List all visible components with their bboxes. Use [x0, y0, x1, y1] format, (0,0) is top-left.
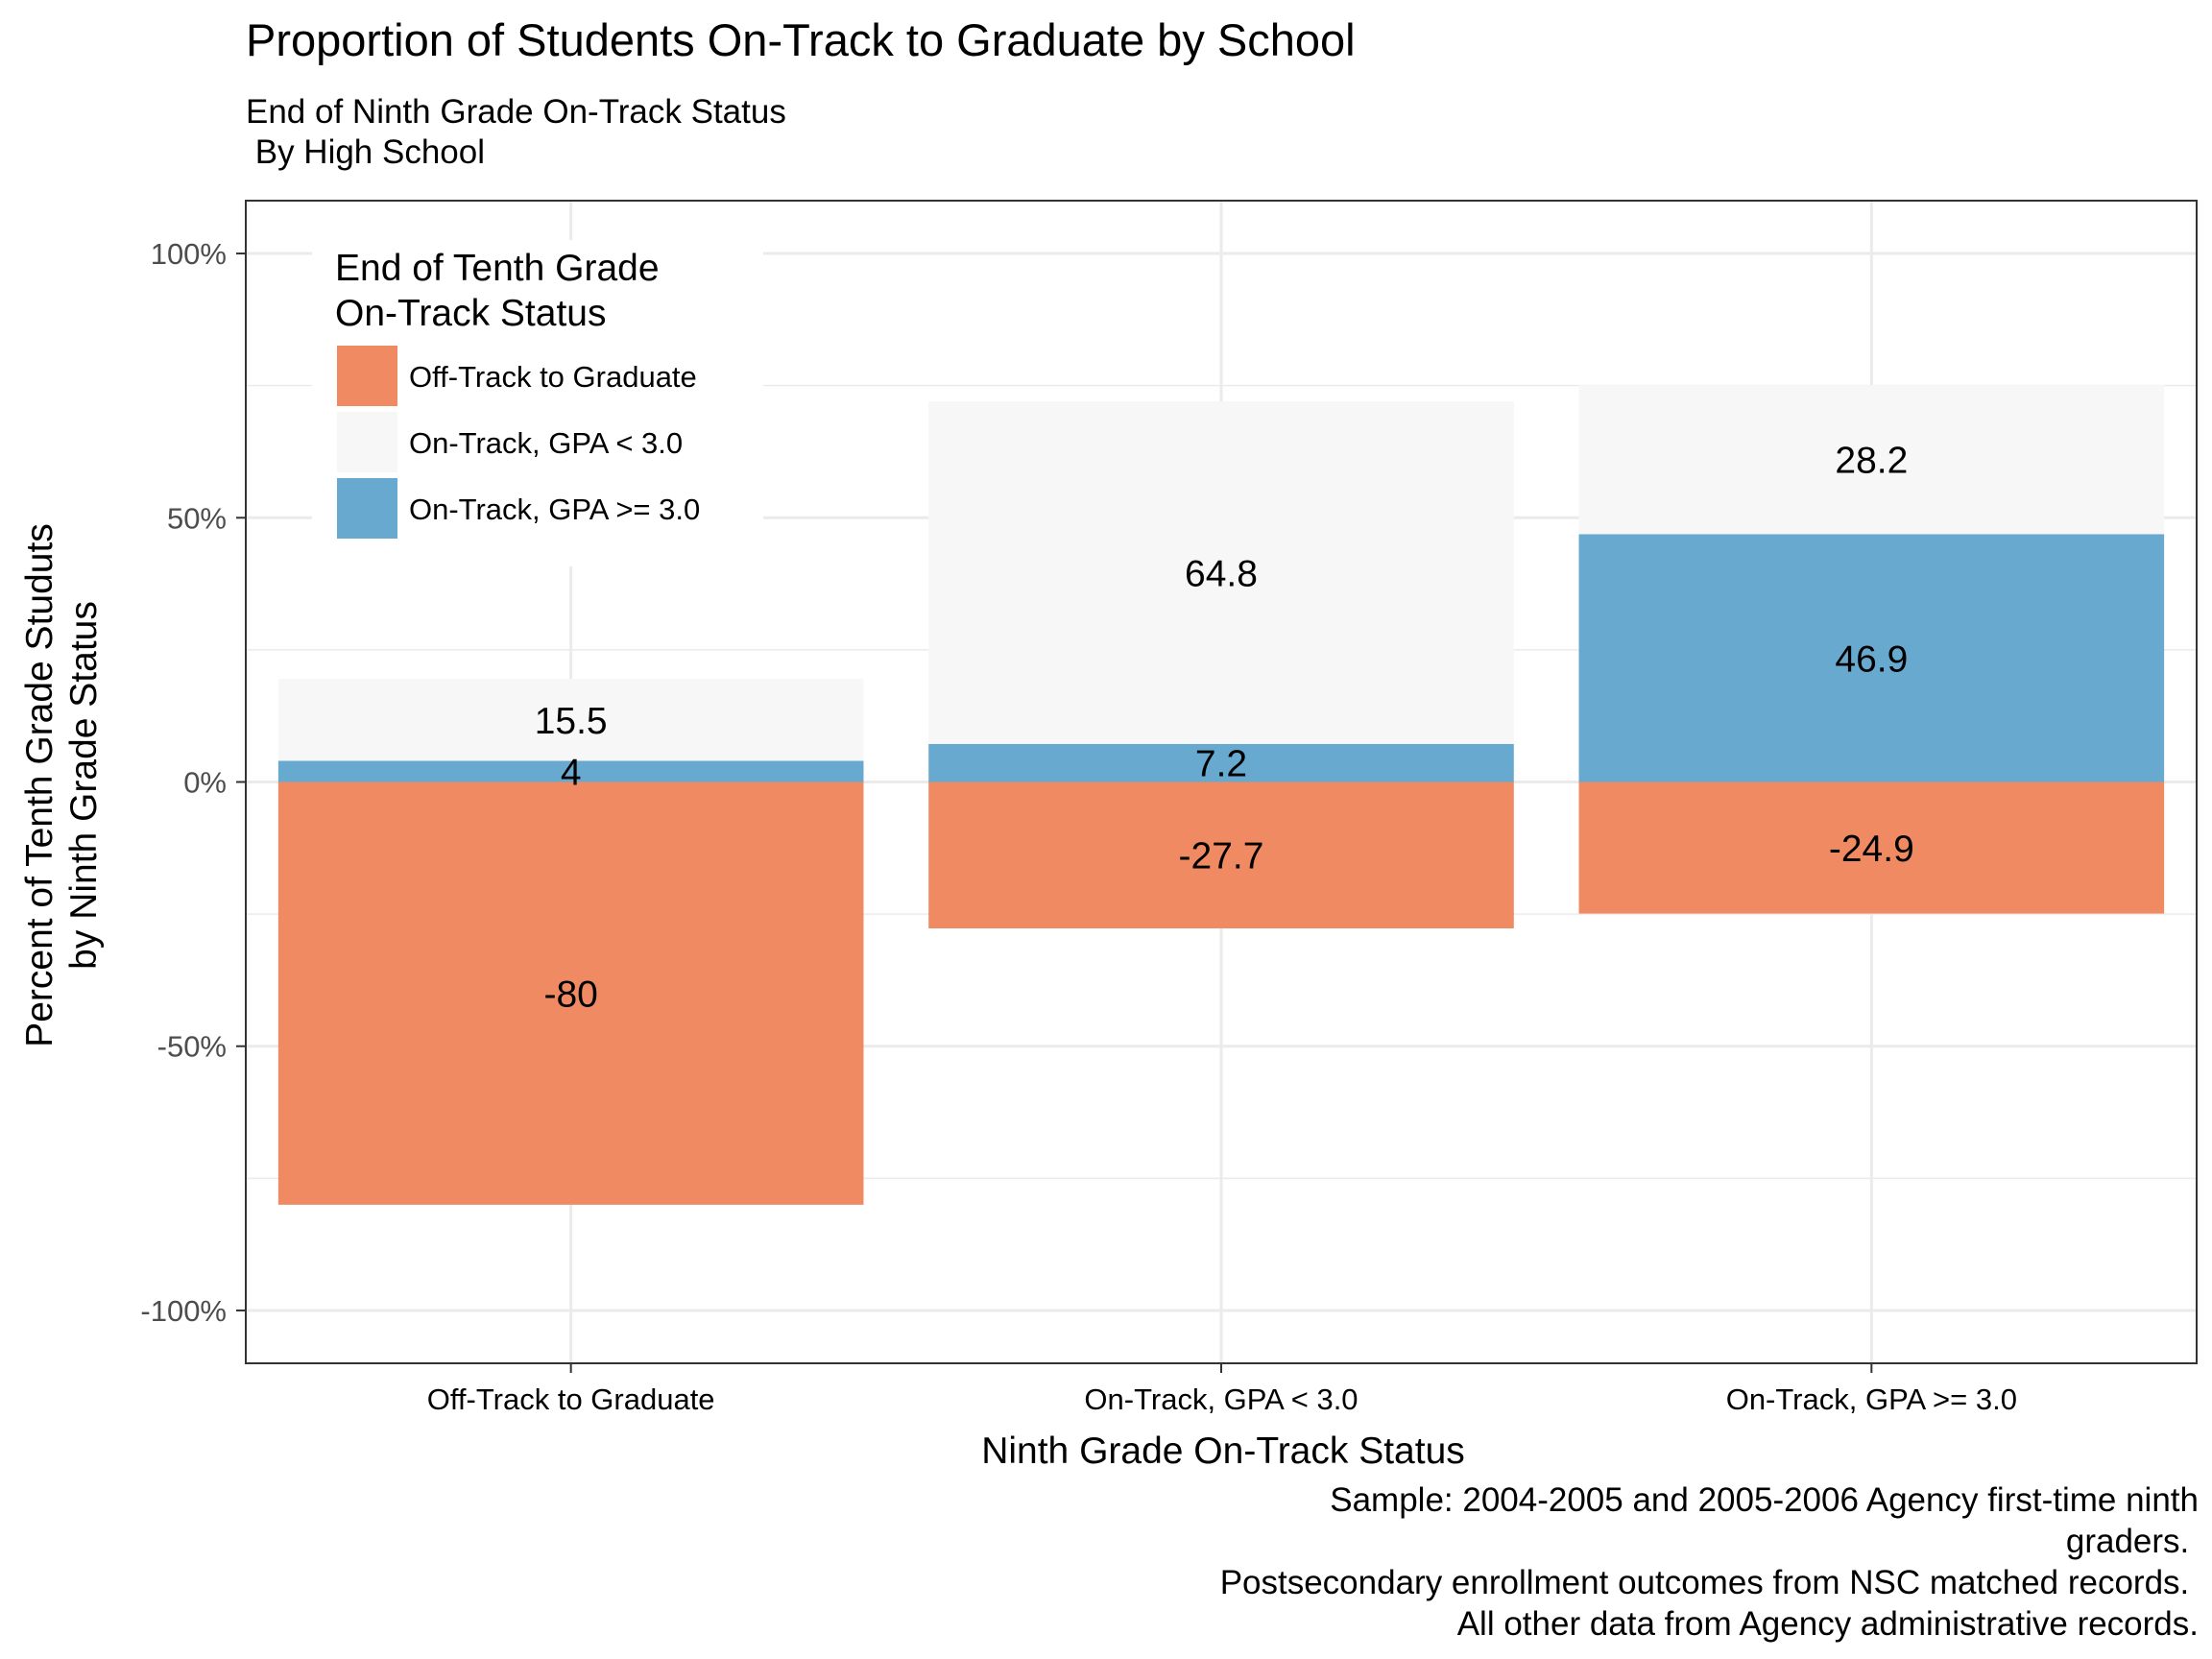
data-labels: -80 4 15.5 -27.7 7.2 64.8 -24.9 46.9 28.2 [535, 441, 1914, 1016]
bar [277, 781, 864, 1205]
chart-subtitle-line-1: End of Ninth Grade On-Track Status [246, 93, 786, 131]
bar [1578, 534, 2165, 782]
legend-label: Off-Track to Graduate [409, 360, 697, 394]
caption-line-3: Postsecondary enrollment outcomes from N… [1220, 1564, 2199, 1601]
bar [277, 679, 864, 761]
bar [928, 781, 1514, 928]
y-tick-label: 0% [183, 766, 227, 800]
data-label: 7.2 [1195, 744, 1247, 785]
data-label: -80 [543, 974, 597, 1016]
bar [1578, 385, 2165, 535]
y-axis-title-line-2: by Ninth Grade Status [63, 601, 105, 970]
data-label: 28.2 [1835, 441, 1908, 482]
legend-key [337, 478, 397, 539]
bar [928, 743, 1514, 782]
legend-title-line-2: On-Track Status [335, 293, 606, 334]
bar [1578, 781, 2165, 914]
legend-label: On-Track, GPA < 3.0 [409, 426, 683, 460]
legend-title-line-1: End of Tenth Grade [335, 248, 660, 289]
chart-subtitle-line-2: By High School [246, 133, 485, 171]
y-axis-title-line-1: Percent of Tenth Grade Studuts [19, 523, 60, 1047]
data-label: 4 [561, 752, 582, 793]
legend: End of Tenth Grade On-Track Status Off-Tr… [312, 240, 763, 566]
x-tick-label: Off-Track to Graduate [427, 1382, 715, 1416]
chart-title: Proportion of Students On-Track to Gradu… [246, 14, 1356, 65]
bar [277, 760, 864, 782]
data-label: 64.8 [1185, 554, 1258, 595]
y-tick-label: 50% [167, 501, 227, 535]
caption-line-2: graders. [2066, 1523, 2199, 1560]
y-tick-label: 100% [151, 237, 227, 271]
legend-label: On-Track, GPA >= 3.0 [409, 493, 700, 526]
legend-key [337, 412, 397, 472]
x-axis-title: Ninth Grade On-Track Status [981, 1431, 1465, 1472]
caption-line-4: All other data from Agency administrativ… [1457, 1605, 2199, 1643]
caption-line-1: Sample: 2004-2005 and 2005-2006 Agency f… [1330, 1481, 2199, 1519]
bars [277, 385, 2165, 1205]
legend-key [337, 346, 397, 406]
data-label: 46.9 [1835, 638, 1908, 680]
bar [928, 401, 1514, 744]
x-tick-label: On-Track, GPA >= 3.0 [1726, 1382, 2017, 1416]
data-label: -27.7 [1179, 836, 1264, 878]
data-label: -24.9 [1829, 829, 1914, 870]
x-tick-label: On-Track, GPA < 3.0 [1084, 1382, 1358, 1416]
y-tick-label: -100% [140, 1294, 227, 1328]
data-label: 15.5 [535, 701, 608, 742]
y-tick-label: -50% [157, 1030, 227, 1064]
axes: -100% -50% 0% 50% 100% Off-Track to Graduate O… [140, 200, 2198, 1416]
